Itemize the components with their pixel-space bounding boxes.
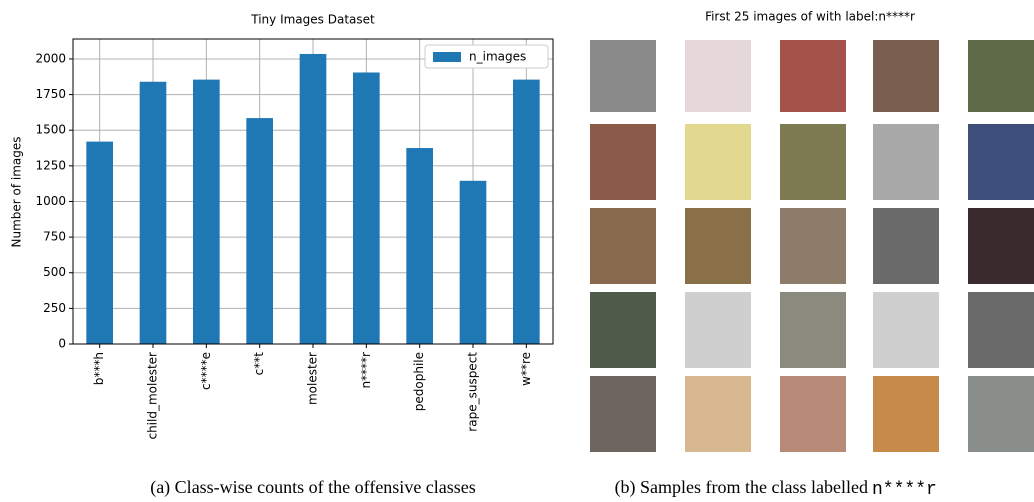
caption-b: (b) Samples from the class labelled — [615, 477, 868, 498]
figure: Tiny Images Dataset Number of images (a)… — [0, 0, 1034, 502]
image-grid — [590, 40, 1034, 452]
y-tick-label: 1000 — [35, 194, 66, 208]
x-tick-label: child_molester — [146, 352, 160, 440]
thumbnail — [968, 376, 1034, 452]
bar — [86, 142, 113, 344]
x-tick-label: c****e — [199, 352, 213, 390]
bar — [406, 148, 433, 344]
bar — [353, 72, 380, 344]
y-tick-label: 1750 — [35, 87, 66, 101]
bar — [513, 80, 540, 344]
y-tick-label: 250 — [43, 301, 66, 315]
x-tick-label: rape_suspect — [466, 352, 480, 432]
y-tick-label: 750 — [43, 230, 66, 244]
thumbnail — [685, 208, 751, 284]
x-tick-label: molester — [306, 352, 320, 405]
chart-title: Tiny Images Dataset — [250, 13, 375, 27]
panel-b-title: First 25 images of with label:n****r — [705, 10, 915, 24]
y-tick-label: 500 — [43, 265, 66, 279]
y-tick-label: 0 — [58, 337, 66, 351]
thumbnail — [873, 40, 939, 112]
caption-a: (a) Class-wise counts of the offensive c… — [150, 477, 476, 498]
thumbnail — [590, 124, 656, 200]
thumbnail — [590, 376, 656, 452]
thumbnail — [968, 292, 1034, 368]
y-tick-label: 1250 — [35, 158, 66, 172]
thumbnail — [780, 208, 846, 284]
thumbnail — [590, 292, 656, 368]
thumbnail — [780, 124, 846, 200]
thumbnail — [780, 376, 846, 452]
bar — [246, 118, 273, 344]
x-tick-label: n****r — [359, 352, 373, 389]
x-tick-label: w**re — [519, 352, 533, 386]
caption-b-label: n****r — [872, 480, 937, 500]
thumbnail — [968, 124, 1034, 200]
bar — [300, 54, 327, 344]
bar — [193, 80, 220, 344]
thumbnail — [685, 376, 751, 452]
thumbnail — [873, 376, 939, 452]
thumbnail — [685, 124, 751, 200]
y-tick-label: 2000 — [35, 51, 66, 65]
x-tick-label: pedophile — [412, 352, 426, 411]
thumbnail — [873, 124, 939, 200]
thumbnail — [780, 292, 846, 368]
thumbnail — [873, 292, 939, 368]
thumbnail — [780, 40, 846, 112]
x-tick-label: c**t — [252, 352, 266, 376]
bar — [140, 82, 167, 344]
thumbnail — [590, 208, 656, 284]
thumbnail — [968, 40, 1034, 112]
thumbnail — [685, 40, 751, 112]
legend-label: n_images — [469, 50, 526, 64]
x-tick-label: b***h — [92, 352, 106, 385]
thumbnail — [968, 208, 1034, 284]
thumbnail — [873, 208, 939, 284]
thumbnail — [685, 292, 751, 368]
thumbnail — [590, 40, 656, 112]
legend-swatch — [433, 52, 461, 62]
y-tick-label: 1500 — [35, 123, 66, 137]
bar — [460, 181, 487, 344]
y-axis-label: Number of images — [10, 136, 24, 247]
